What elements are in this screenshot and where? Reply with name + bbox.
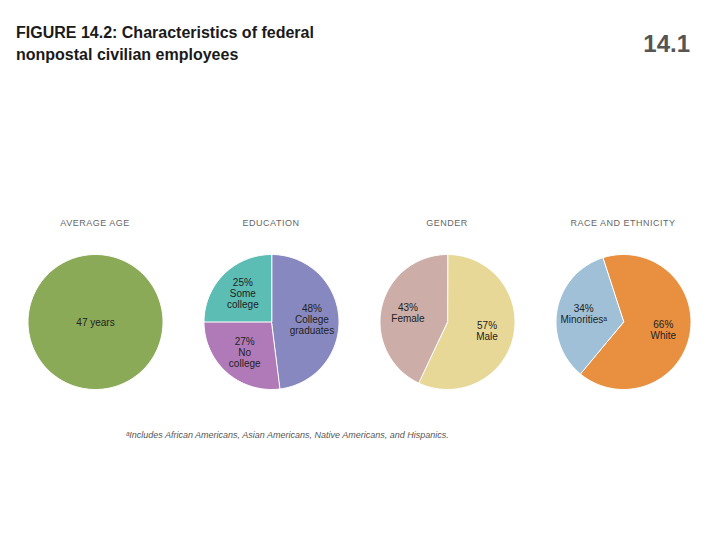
html-text:ᵃIncludes African Americans, A: ᵃIncludes African Americans, Asian Ameri…: [126, 430, 449, 440]
svg-text:48%Collegegraduates: 48%Collegegraduates: [290, 303, 334, 336]
html-text:EDUCATION: EDUCATION: [242, 218, 300, 228]
html-text:GENDER: GENDER: [426, 218, 468, 228]
svg-text:66%White: 66%White: [651, 319, 677, 341]
html-text:FIGURE 14.2: Characteristics o: FIGURE 14.2: Characteristics of federal: [16, 24, 314, 41]
svg-text:25%Somecollege: 25%Somecollege: [227, 277, 259, 310]
html-text:nonpostal civilian employees: nonpostal civilian employees: [16, 46, 239, 64]
svg-text:34%Minoritiesᵃ: 34%Minoritiesᵃ: [560, 303, 607, 325]
html-text:AVERAGE AGE: AVERAGE AGE: [60, 218, 130, 228]
svg-text:43%Female: 43%Female: [391, 302, 425, 324]
svg-text:27%Nocollege: 27%Nocollege: [229, 336, 261, 369]
html-text:RACE AND ETHNICITY: RACE AND ETHNICITY: [570, 218, 676, 228]
svg-text:47 years: 47 years: [76, 317, 114, 328]
html-text:14.1: 14.1: [643, 30, 690, 57]
svg-text:57%Male: 57%Male: [476, 320, 498, 342]
